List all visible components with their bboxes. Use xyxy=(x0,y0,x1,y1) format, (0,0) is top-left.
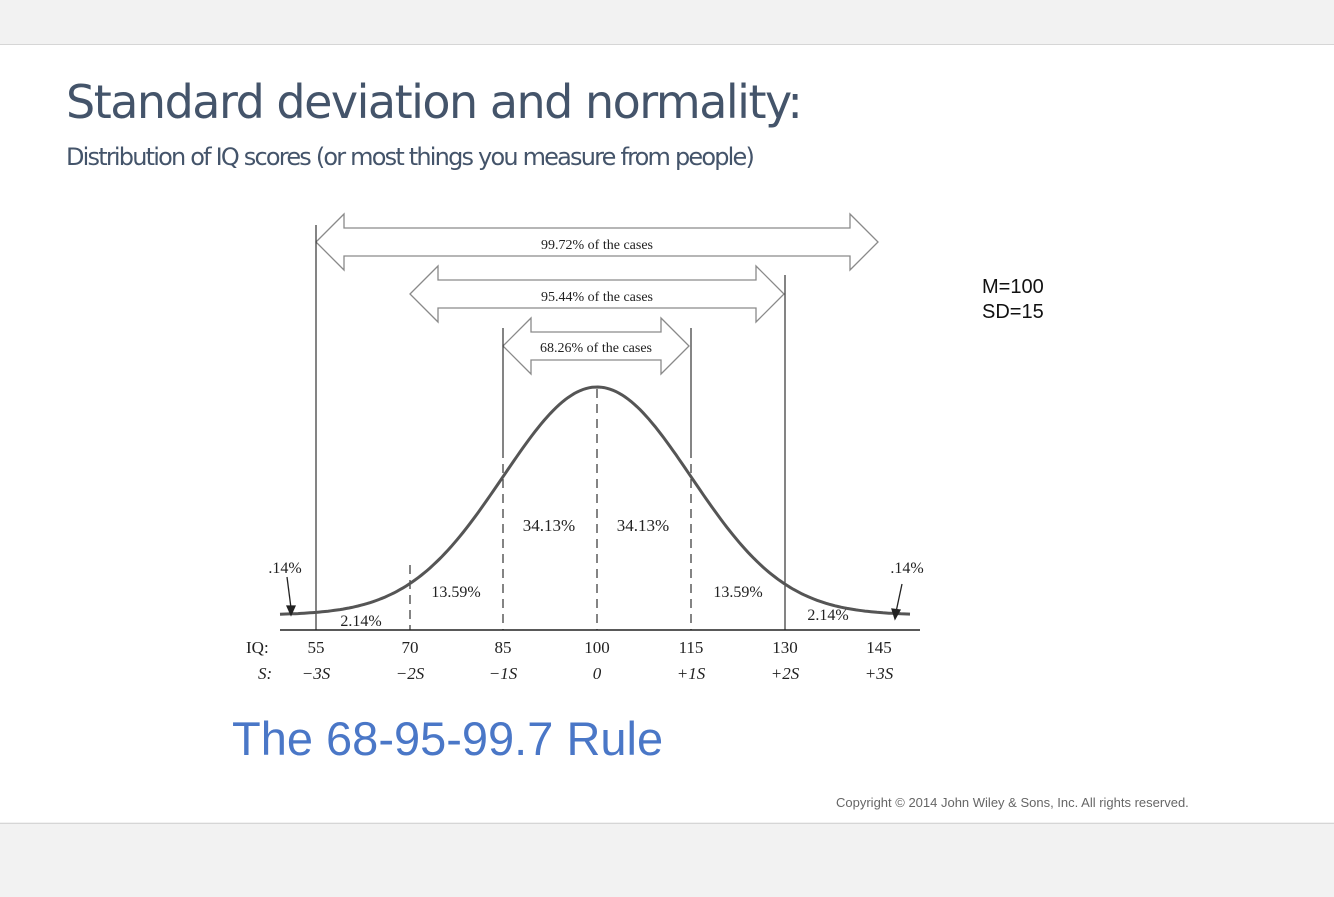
region-label: .14% xyxy=(268,560,301,577)
region-label: 2.14% xyxy=(807,607,848,624)
s-tick-label: +2S xyxy=(771,664,800,683)
iq-tick-label: 55 xyxy=(308,638,325,657)
sd-label: SD=15 xyxy=(982,301,1044,323)
iq-tick-label: 130 xyxy=(772,638,798,657)
region-label: 34.13% xyxy=(617,516,669,535)
region-label: 13.59% xyxy=(713,584,762,601)
bottom-bar xyxy=(0,823,1334,897)
arrow-label-68: 68.26% of the cases xyxy=(540,341,652,356)
arrow-99-72 xyxy=(315,212,879,272)
s-tick-label: +1S xyxy=(677,664,706,683)
arrow-label-95: 95.44% of the cases xyxy=(541,290,653,305)
bell-curve xyxy=(279,385,911,616)
arrow-95-44 xyxy=(409,264,785,324)
iq-tick-label: 145 xyxy=(866,638,892,657)
iq-tick-label: 70 xyxy=(402,638,419,657)
rule-heading: The 68-95-99.7 Rule xyxy=(232,712,664,765)
top-bar xyxy=(0,0,1334,45)
copyright-text: Copyright © 2014 John Wiley & Sons, Inc.… xyxy=(836,795,1189,810)
region-label: .14% xyxy=(890,560,923,577)
s-tick-label: −2S xyxy=(396,664,425,683)
normal-distribution-diagram: 99.72% of the cases 95.44% of the cases … xyxy=(246,212,924,683)
mean-label: M=100 xyxy=(982,276,1044,298)
arrow-label-99: 99.72% of the cases xyxy=(541,238,653,253)
slide: Standard deviation and normality: Distri… xyxy=(0,45,1334,822)
s-tick-label: −1S xyxy=(489,664,518,683)
s-tick-label: 0 xyxy=(593,664,602,683)
s-tick-label: +3S xyxy=(865,664,894,683)
s-tick-label: −3S xyxy=(302,664,331,683)
slide-title: Standard deviation and normality: xyxy=(66,75,803,129)
tail-arrow-right xyxy=(891,608,902,621)
tail-arrow-left xyxy=(285,605,297,617)
s-row-label: S: xyxy=(258,664,272,683)
region-label: 13.59% xyxy=(431,584,480,601)
arrow-68-26 xyxy=(502,316,690,376)
region-label: 34.13% xyxy=(523,516,575,535)
stats-box: M=100 SD=15 xyxy=(982,275,1044,325)
iq-tick-label: 85 xyxy=(495,638,512,657)
iq-tick-label: 100 xyxy=(584,638,610,657)
iq-tick-label: 115 xyxy=(679,638,704,657)
slide-subtitle: Distribution of IQ scores (or most thing… xyxy=(66,143,755,171)
region-label: 2.14% xyxy=(340,613,381,630)
iq-row-label: IQ: xyxy=(246,638,269,657)
